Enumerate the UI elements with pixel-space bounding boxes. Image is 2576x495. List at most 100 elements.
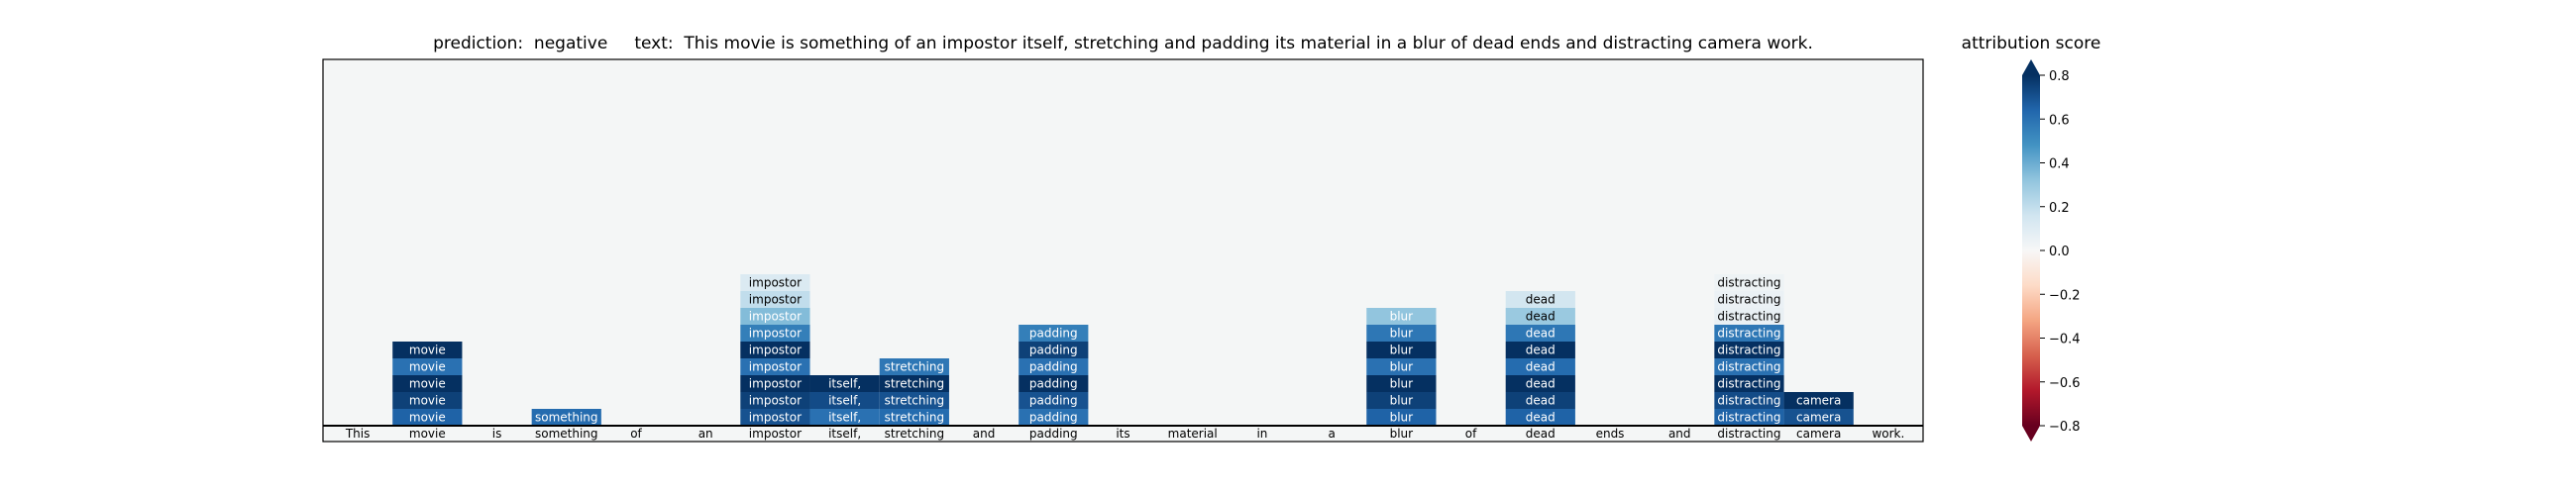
cell-label: impostor [749, 394, 802, 408]
attribution-cell [1505, 342, 1575, 358]
cell-label: blur [1390, 310, 1414, 324]
colorbar-tick-label: 0.8 [2049, 69, 2070, 84]
attribution-cell [740, 409, 810, 426]
token-label: padding [1029, 427, 1078, 441]
token-label: of [1465, 427, 1477, 441]
token-label: movie [409, 427, 446, 441]
attribution-cell [1714, 409, 1784, 426]
attribution-cell [1714, 274, 1784, 291]
attribution-cell [740, 342, 810, 358]
cell-label: padding [1029, 327, 1078, 341]
attribution-cell [809, 409, 880, 426]
colorbar-tick-label: −0.8 [2049, 420, 2081, 435]
attribution-cell [740, 375, 810, 392]
attribution-cell [1366, 308, 1437, 325]
attribution-cell [1366, 375, 1437, 392]
attribution-cell [740, 325, 810, 342]
attribution-cell [809, 375, 880, 392]
cell-label: dead [1526, 394, 1556, 408]
attribution-cell [879, 409, 949, 426]
prediction-label: prediction: [433, 34, 524, 53]
cell-label: impostor [749, 310, 802, 324]
cell-label: distracting [1717, 360, 1780, 374]
cell-label: padding [1029, 394, 1078, 408]
attribution-cell [1366, 409, 1437, 426]
cell-label: impostor [749, 360, 802, 374]
colorbar-extend-bottom [2022, 426, 2040, 442]
cell-label: distracting [1717, 411, 1780, 425]
colorbar-tick-label: −0.4 [2049, 333, 2081, 347]
token-label: distracting [1717, 427, 1780, 441]
token-label: and [973, 427, 996, 441]
token-label: work. [1872, 427, 1904, 441]
token-label: This [345, 427, 371, 441]
attribution-cell [1019, 358, 1089, 375]
cell-label: movie [409, 411, 446, 425]
attribution-cell [879, 392, 949, 409]
cell-label: movie [409, 360, 446, 374]
colorbar-tick-label: −0.6 [2049, 376, 2081, 391]
cell-label: something [535, 411, 598, 425]
attribution-cell [392, 375, 463, 392]
attribution-cell [1505, 325, 1575, 342]
token-label: ends [1596, 427, 1625, 441]
attribution-cell [1505, 308, 1575, 325]
attribution-cell [1505, 375, 1575, 392]
cell-label: blur [1390, 344, 1414, 357]
token-label: material [1168, 427, 1218, 441]
cell-label: blur [1390, 411, 1414, 425]
cell-label: dead [1526, 293, 1556, 307]
attribution-cell [740, 308, 810, 325]
cell-label: impostor [749, 293, 802, 307]
attribution-cell [1019, 392, 1089, 409]
attribution-cell [1714, 342, 1784, 358]
cell-label: camera [1796, 394, 1841, 408]
attribution-cell [879, 358, 949, 375]
cell-label: dead [1526, 327, 1556, 341]
cell-label: distracting [1717, 327, 1780, 341]
token-label: and [1668, 427, 1691, 441]
cell-label: dead [1526, 411, 1556, 425]
text-label: text: [634, 34, 674, 53]
attribution-cell [531, 409, 601, 426]
colorbar-gradient [2022, 75, 2040, 426]
attribution-cell [1019, 325, 1089, 342]
attribution-cell [740, 291, 810, 308]
attribution-cell [1019, 342, 1089, 358]
attribution-cell [1714, 325, 1784, 342]
cell-label: stretching [885, 394, 944, 408]
colorbar-tick-label: 0.2 [2049, 201, 2070, 216]
cell-label: padding [1029, 344, 1078, 357]
colorbar-tick-label: 0.6 [2049, 113, 2070, 128]
cell-label: blur [1390, 327, 1414, 341]
cell-label: distracting [1717, 394, 1780, 408]
token-label: blur [1390, 427, 1414, 441]
plot-frame [322, 58, 1924, 443]
token-label: is [492, 427, 502, 441]
cell-label: padding [1029, 360, 1078, 374]
attribution-cell [1019, 409, 1089, 426]
cell-label: padding [1029, 411, 1078, 425]
chart-title: prediction: negative text: This movie is… [323, 34, 1923, 53]
attribution-cell [1783, 392, 1854, 409]
cell-label: itself, [828, 411, 861, 425]
attribution-cell [1366, 392, 1437, 409]
attribution-cell [1366, 325, 1437, 342]
cell-label: movie [409, 377, 446, 391]
cell-label: blur [1390, 360, 1414, 374]
colorbar-tick-label: 0.4 [2049, 157, 2070, 172]
attribution-cell [1505, 291, 1575, 308]
sentence-text: This movie is something of an impostor i… [684, 34, 1813, 53]
cell-label: impostor [749, 411, 802, 425]
cell-label: itself, [828, 377, 861, 391]
cell-label: distracting [1717, 344, 1780, 357]
cell-label: blur [1390, 394, 1414, 408]
cell-label: stretching [885, 411, 944, 425]
token-label: stretching [885, 427, 944, 441]
token-label: of [630, 427, 642, 441]
colorbar-extend-top [2022, 59, 2040, 75]
attribution-cell [392, 358, 463, 375]
cell-label: impostor [749, 327, 802, 341]
